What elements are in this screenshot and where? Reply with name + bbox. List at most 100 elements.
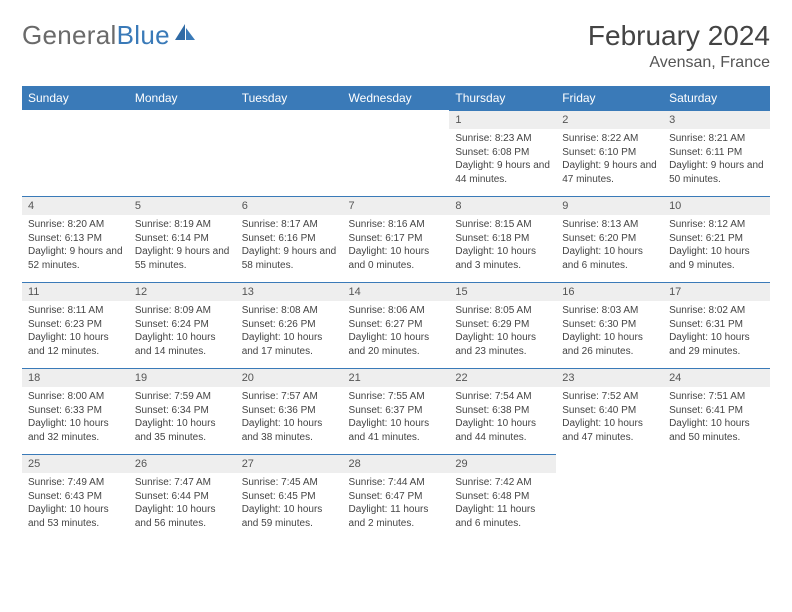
- sunset-text: Sunset: 6:37 PM: [349, 404, 444, 418]
- day-number: 23: [556, 368, 663, 387]
- sunset-text: Sunset: 6:41 PM: [669, 404, 764, 418]
- day-number: 6: [236, 196, 343, 215]
- day-number: 27: [236, 454, 343, 473]
- calendar-cell: 12Sunrise: 8:09 AMSunset: 6:24 PMDayligh…: [129, 282, 236, 368]
- day-number: 29: [449, 454, 556, 473]
- weekday-header: Sunday: [22, 86, 129, 110]
- calendar-cell: [343, 110, 450, 196]
- calendar-cell: 9Sunrise: 8:13 AMSunset: 6:20 PMDaylight…: [556, 196, 663, 282]
- sunset-text: Sunset: 6:17 PM: [349, 232, 444, 246]
- day-details: Sunrise: 8:03 AMSunset: 6:30 PMDaylight:…: [556, 301, 663, 360]
- daylight-text: Daylight: 10 hours and 32 minutes.: [28, 417, 123, 444]
- day-number: 13: [236, 282, 343, 301]
- daylight-text: Daylight: 10 hours and 41 minutes.: [349, 417, 444, 444]
- sunset-text: Sunset: 6:21 PM: [669, 232, 764, 246]
- day-details: Sunrise: 8:09 AMSunset: 6:24 PMDaylight:…: [129, 301, 236, 360]
- daylight-text: Daylight: 10 hours and 50 minutes.: [669, 417, 764, 444]
- sail-icon: [173, 18, 197, 49]
- sunset-text: Sunset: 6:45 PM: [242, 490, 337, 504]
- calendar-row: 4Sunrise: 8:20 AMSunset: 6:13 PMDaylight…: [22, 196, 770, 282]
- day-details: Sunrise: 8:11 AMSunset: 6:23 PMDaylight:…: [22, 301, 129, 360]
- day-number: 11: [22, 282, 129, 301]
- location-label: Avensan, France: [588, 54, 770, 72]
- sunset-text: Sunset: 6:26 PM: [242, 318, 337, 332]
- day-details: Sunrise: 7:57 AMSunset: 6:36 PMDaylight:…: [236, 387, 343, 446]
- day-details: Sunrise: 7:55 AMSunset: 6:37 PMDaylight:…: [343, 387, 450, 446]
- day-details: Sunrise: 8:22 AMSunset: 6:10 PMDaylight:…: [556, 129, 663, 188]
- day-number: 4: [22, 196, 129, 215]
- sunset-text: Sunset: 6:47 PM: [349, 490, 444, 504]
- calendar-cell: [22, 110, 129, 196]
- calendar-cell: 1Sunrise: 8:23 AMSunset: 6:08 PMDaylight…: [449, 110, 556, 196]
- sunset-text: Sunset: 6:11 PM: [669, 146, 764, 160]
- daylight-text: Daylight: 10 hours and 59 minutes.: [242, 503, 337, 530]
- day-details: Sunrise: 7:44 AMSunset: 6:47 PMDaylight:…: [343, 473, 450, 532]
- calendar-cell: 8Sunrise: 8:15 AMSunset: 6:18 PMDaylight…: [449, 196, 556, 282]
- day-number: 16: [556, 282, 663, 301]
- daylight-text: Daylight: 10 hours and 12 minutes.: [28, 331, 123, 358]
- daylight-text: Daylight: 10 hours and 17 minutes.: [242, 331, 337, 358]
- day-number: 5: [129, 196, 236, 215]
- calendar-cell: 21Sunrise: 7:55 AMSunset: 6:37 PMDayligh…: [343, 368, 450, 454]
- sunrise-text: Sunrise: 8:08 AM: [242, 304, 337, 318]
- daylight-text: Daylight: 9 hours and 50 minutes.: [669, 159, 764, 186]
- calendar-cell: 17Sunrise: 8:02 AMSunset: 6:31 PMDayligh…: [663, 282, 770, 368]
- calendar-cell: 10Sunrise: 8:12 AMSunset: 6:21 PMDayligh…: [663, 196, 770, 282]
- calendar-row: 25Sunrise: 7:49 AMSunset: 6:43 PMDayligh…: [22, 454, 770, 540]
- daylight-text: Daylight: 10 hours and 14 minutes.: [135, 331, 230, 358]
- header-right: February 2024 Avensan, France: [588, 20, 770, 72]
- brand-text-blue: Blue: [117, 20, 170, 51]
- calendar-cell: 16Sunrise: 8:03 AMSunset: 6:30 PMDayligh…: [556, 282, 663, 368]
- day-number: 17: [663, 282, 770, 301]
- calendar-cell: 25Sunrise: 7:49 AMSunset: 6:43 PMDayligh…: [22, 454, 129, 540]
- day-details: Sunrise: 8:12 AMSunset: 6:21 PMDaylight:…: [663, 215, 770, 274]
- sunrise-text: Sunrise: 8:00 AM: [28, 390, 123, 404]
- calendar-page: GeneralBlue February 2024 Avensan, Franc…: [0, 0, 792, 560]
- sunrise-text: Sunrise: 7:49 AM: [28, 476, 123, 490]
- daylight-text: Daylight: 10 hours and 6 minutes.: [562, 245, 657, 272]
- calendar-cell: 19Sunrise: 7:59 AMSunset: 6:34 PMDayligh…: [129, 368, 236, 454]
- calendar-cell: 2Sunrise: 8:22 AMSunset: 6:10 PMDaylight…: [556, 110, 663, 196]
- sunset-text: Sunset: 6:10 PM: [562, 146, 657, 160]
- day-details: Sunrise: 8:00 AMSunset: 6:33 PMDaylight:…: [22, 387, 129, 446]
- day-number: 1: [449, 110, 556, 129]
- calendar-cell: 28Sunrise: 7:44 AMSunset: 6:47 PMDayligh…: [343, 454, 450, 540]
- sunset-text: Sunset: 6:18 PM: [455, 232, 550, 246]
- calendar-cell: [236, 110, 343, 196]
- daylight-text: Daylight: 9 hours and 47 minutes.: [562, 159, 657, 186]
- day-details: Sunrise: 8:15 AMSunset: 6:18 PMDaylight:…: [449, 215, 556, 274]
- sunrise-text: Sunrise: 8:16 AM: [349, 218, 444, 232]
- calendar-cell: 3Sunrise: 8:21 AMSunset: 6:11 PMDaylight…: [663, 110, 770, 196]
- day-number: 22: [449, 368, 556, 387]
- day-details: Sunrise: 8:05 AMSunset: 6:29 PMDaylight:…: [449, 301, 556, 360]
- brand-text-general: General: [22, 20, 117, 51]
- sunrise-text: Sunrise: 7:42 AM: [455, 476, 550, 490]
- daylight-text: Daylight: 10 hours and 23 minutes.: [455, 331, 550, 358]
- sunset-text: Sunset: 6:29 PM: [455, 318, 550, 332]
- calendar-cell: 4Sunrise: 8:20 AMSunset: 6:13 PMDaylight…: [22, 196, 129, 282]
- day-number: 18: [22, 368, 129, 387]
- day-details: Sunrise: 7:52 AMSunset: 6:40 PMDaylight:…: [556, 387, 663, 446]
- calendar-row: 1Sunrise: 8:23 AMSunset: 6:08 PMDaylight…: [22, 110, 770, 196]
- sunrise-text: Sunrise: 8:09 AM: [135, 304, 230, 318]
- day-details: Sunrise: 8:19 AMSunset: 6:14 PMDaylight:…: [129, 215, 236, 274]
- sunrise-text: Sunrise: 8:21 AM: [669, 132, 764, 146]
- calendar-cell: 22Sunrise: 7:54 AMSunset: 6:38 PMDayligh…: [449, 368, 556, 454]
- daylight-text: Daylight: 11 hours and 2 minutes.: [349, 503, 444, 530]
- sunset-text: Sunset: 6:16 PM: [242, 232, 337, 246]
- daylight-text: Daylight: 9 hours and 55 minutes.: [135, 245, 230, 272]
- daylight-text: Daylight: 10 hours and 29 minutes.: [669, 331, 764, 358]
- sunset-text: Sunset: 6:20 PM: [562, 232, 657, 246]
- sunset-text: Sunset: 6:13 PM: [28, 232, 123, 246]
- day-details: Sunrise: 7:54 AMSunset: 6:38 PMDaylight:…: [449, 387, 556, 446]
- sunrise-text: Sunrise: 8:20 AM: [28, 218, 123, 232]
- calendar-cell: 29Sunrise: 7:42 AMSunset: 6:48 PMDayligh…: [449, 454, 556, 540]
- daylight-text: Daylight: 10 hours and 20 minutes.: [349, 331, 444, 358]
- sunrise-text: Sunrise: 8:06 AM: [349, 304, 444, 318]
- day-details: Sunrise: 7:47 AMSunset: 6:44 PMDaylight:…: [129, 473, 236, 532]
- day-number: 14: [343, 282, 450, 301]
- daylight-text: Daylight: 10 hours and 9 minutes.: [669, 245, 764, 272]
- day-details: Sunrise: 8:20 AMSunset: 6:13 PMDaylight:…: [22, 215, 129, 274]
- sunrise-text: Sunrise: 8:12 AM: [669, 218, 764, 232]
- sunset-text: Sunset: 6:43 PM: [28, 490, 123, 504]
